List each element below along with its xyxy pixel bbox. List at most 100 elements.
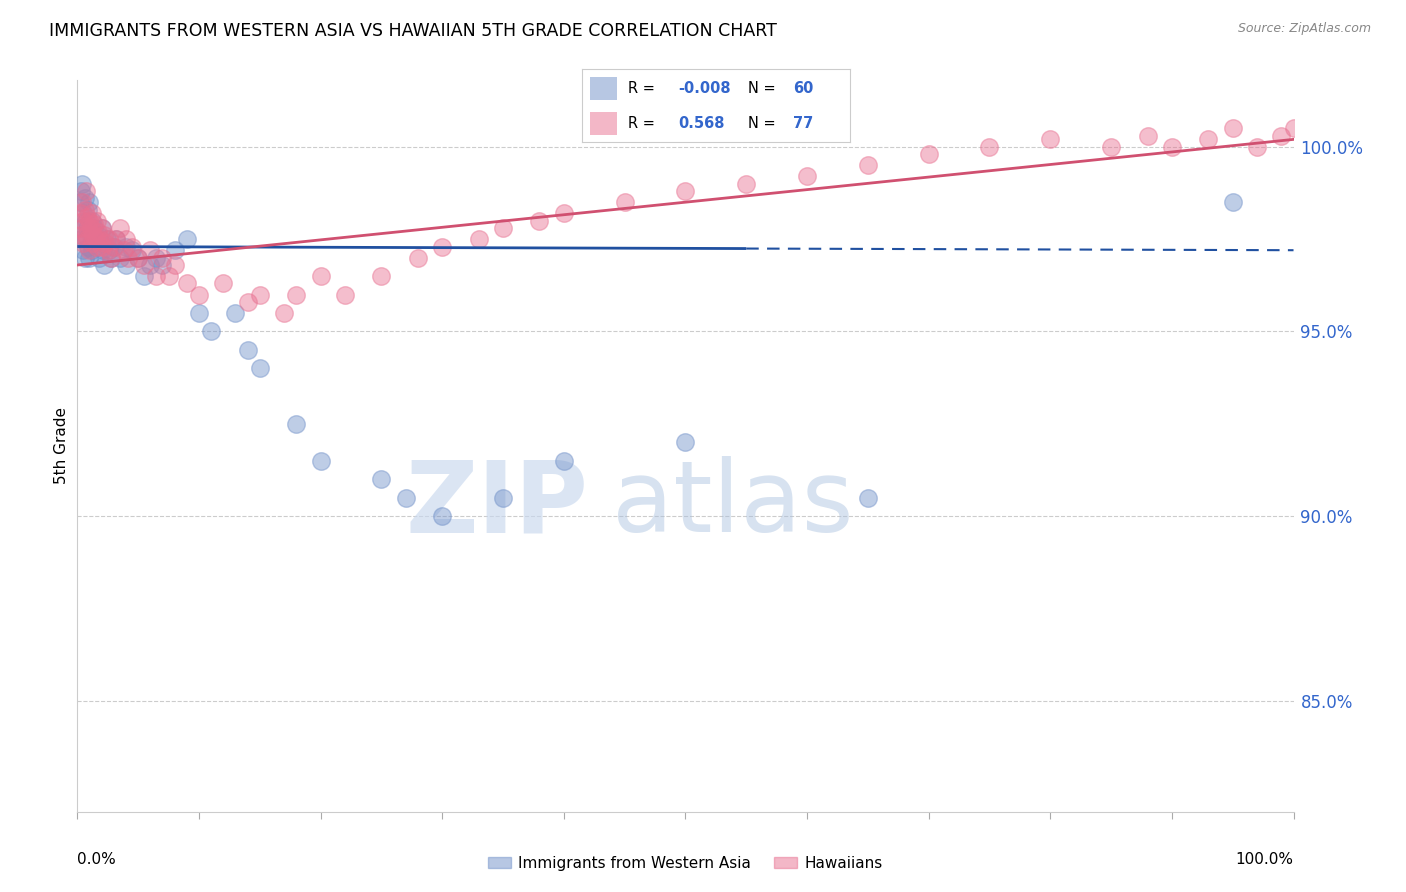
Point [90,221,112,235]
Point [1246,140,1268,154]
Point [72,206,94,220]
Point [309,454,332,468]
Text: IMMIGRANTS FROM WESTERN ASIA VS HAWAIIAN 5TH GRADE CORRELATION CHART: IMMIGRANTS FROM WESTERN ASIA VS HAWAIIAN… [49,22,778,40]
Text: 0.0%: 0.0% [77,852,117,867]
Point [94,235,117,250]
Point [75,184,97,198]
Point [87,228,110,243]
Point [79,213,101,227]
Point [72,213,94,227]
Text: atlas: atlas [613,456,853,553]
Point [90,221,112,235]
Point [105,232,128,246]
Point [856,491,879,505]
Point [333,287,356,301]
Point [139,258,162,272]
Point [97,244,120,258]
Point [82,228,104,243]
Point [91,244,114,258]
Point [80,228,103,243]
Point [115,232,138,246]
Point [90,239,112,253]
Point [83,218,105,232]
Point [127,251,149,265]
Point [370,268,392,283]
Point [145,268,167,283]
Point [735,177,758,191]
Point [80,244,103,258]
Point [309,268,332,283]
Point [157,268,180,283]
Point [675,184,697,198]
Text: 0.568: 0.568 [678,116,725,131]
Point [83,221,105,235]
Point [112,244,135,258]
Point [100,251,122,265]
Point [200,325,222,339]
Point [796,169,818,184]
Bar [591,112,617,136]
Point [80,221,103,235]
Point [77,202,100,217]
Point [82,235,104,250]
Point [80,213,103,227]
Point [236,294,259,309]
Point [176,232,198,246]
Point [77,221,100,235]
Point [70,195,93,210]
Bar [591,77,617,100]
Point [406,251,429,265]
Point [856,158,879,172]
Point [80,235,103,250]
Point [84,232,107,246]
Point [87,225,110,239]
Point [432,239,454,253]
Point [979,140,1001,154]
Point [75,232,97,246]
Point [395,491,418,505]
Point [69,206,91,220]
Point [89,232,111,246]
Point [675,435,697,450]
Point [918,147,941,161]
Point [176,277,198,291]
Point [97,232,120,246]
Point [1222,195,1244,210]
Point [70,221,93,235]
Text: ZIP: ZIP [405,456,588,553]
Point [163,244,186,258]
Point [70,221,93,235]
Point [370,472,392,486]
Point [93,228,115,243]
Point [152,251,174,265]
Point [70,184,93,198]
Point [86,239,108,253]
Point [1099,140,1122,154]
Text: 100.0%: 100.0% [1236,852,1294,867]
Point [117,251,139,265]
Point [108,221,131,235]
Point [529,213,551,227]
Point [108,251,131,265]
Point [105,232,128,246]
Point [93,258,115,272]
Point [188,287,211,301]
Point [139,244,162,258]
Point [1136,128,1159,143]
Point [145,251,167,265]
Point [492,491,515,505]
Point [103,239,125,253]
Point [188,306,211,320]
Point [70,177,93,191]
Text: Source: ZipAtlas.com: Source: ZipAtlas.com [1237,22,1371,36]
Point [285,417,308,431]
Point [121,239,143,253]
Point [492,221,515,235]
Y-axis label: 5th Grade: 5th Grade [53,408,69,484]
Point [121,244,143,258]
Point [1222,121,1244,136]
Point [212,277,235,291]
Point [70,232,93,246]
Point [79,244,101,258]
Point [76,221,98,235]
